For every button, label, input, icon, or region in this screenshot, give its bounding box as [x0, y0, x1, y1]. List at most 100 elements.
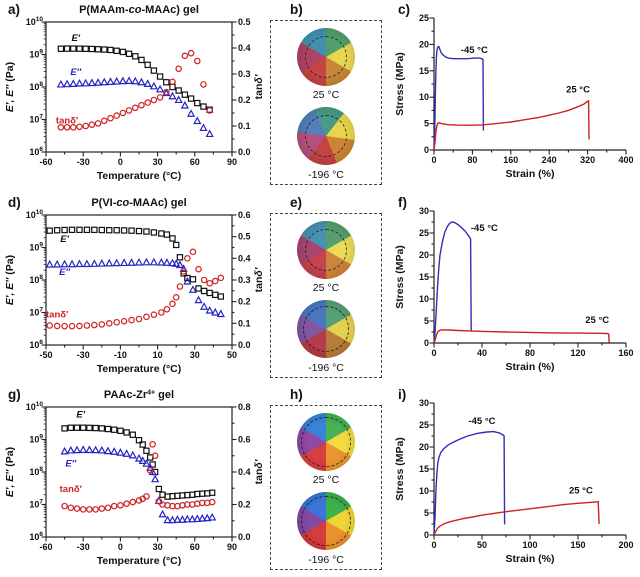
- svg-text:E′: E′: [60, 234, 69, 245]
- axis-titles: Temperature (°C) E′, E″ (Pa) tanδ′ P(MAAm-c…: [4, 4, 265, 182]
- svg-text:30: 30: [190, 350, 200, 360]
- svg-text:25: 25: [419, 228, 429, 238]
- svg-text:25 °C: 25 °C: [569, 486, 593, 497]
- color-wheel-photo-25c: [297, 28, 355, 86]
- svg-text:120: 120: [570, 348, 585, 358]
- svg-text:Stress (MPa): Stress (MPa): [394, 52, 406, 116]
- svg-text:90: 90: [227, 157, 237, 167]
- series-E″: [45, 257, 225, 318]
- svg-text:E′, E″ (Pa): E′, E″ (Pa): [4, 62, 16, 112]
- photo-box-h: [270, 405, 382, 570]
- svg-text:-45 °C: -45 °C: [468, 416, 495, 427]
- panel-h: h) 25 °C -196 °C: [262, 385, 390, 577]
- svg-text:0: 0: [424, 338, 429, 348]
- photo-temp-label: 25 °C: [312, 282, 340, 294]
- tick-labels: 0 80 160 240 320 400 0 5 10 15 20 25: [419, 13, 634, 165]
- axis-titles: Strain (%) Stress (MPa): [394, 52, 555, 180]
- svg-text:-30: -30: [77, 350, 90, 360]
- svg-text:10: 10: [419, 294, 429, 304]
- svg-text:5: 5: [424, 508, 429, 518]
- panel-letter-g: g): [8, 387, 21, 402]
- svg-text:0: 0: [431, 540, 436, 550]
- panel-g: g) -60 -30 0 30 60 90 106 107 108 109 1010 0.0 0.2 0.…: [0, 385, 268, 577]
- panel-letter-d: d): [8, 195, 21, 210]
- svg-text:-30: -30: [77, 542, 90, 552]
- svg-text:0.8: 0.8: [238, 402, 251, 412]
- series-tanδ′: [61, 441, 216, 513]
- stress-strain-chart-i: 0 50 100 150 200 0 5 10 15 20 25 30 Strain (%) Stress…: [394, 398, 634, 565]
- svg-text:E′, E″ (Pa): E′, E″ (Pa): [4, 447, 16, 497]
- svg-text:-60: -60: [39, 542, 52, 552]
- series-E′: [61, 424, 216, 500]
- svg-text:15: 15: [419, 464, 429, 474]
- svg-text:200: 200: [618, 540, 633, 550]
- axes: [429, 17, 627, 155]
- dma-chart-g: -60 -30 0 30 60 90 106 107 108 109 1010 0.0 0.2 0.4 0.…: [4, 389, 265, 567]
- tick-labels: 0 40 80 120 160 0 5 10 15 20 25 30: [419, 206, 634, 358]
- panel-letter-h: h): [290, 387, 303, 402]
- svg-text:0.4: 0.4: [238, 253, 251, 263]
- svg-text:E″: E″: [70, 67, 81, 78]
- svg-text:0: 0: [118, 542, 123, 552]
- svg-text:-50: -50: [39, 350, 52, 360]
- photo-box-e: [270, 213, 382, 378]
- panel-a: a) -60 -30 0 30 60 90 106 107 108 109 1010 0.0 0.1 0.…: [0, 0, 268, 192]
- svg-text:E′: E′: [76, 409, 85, 420]
- panel-f: f) 0 40 80 120 160 0 5 10 15 20 25 30 Strain (%) Stre…: [390, 193, 640, 385]
- svg-text:100: 100: [522, 540, 537, 550]
- photo-temp-label: 25 °C: [312, 89, 340, 101]
- axis-titles: Temperature (°C) E′, E″ (Pa) tanδ′ P(VI-co-…: [4, 197, 265, 375]
- svg-text:30: 30: [153, 542, 163, 552]
- svg-text:80: 80: [467, 155, 477, 165]
- svg-text:240: 240: [542, 155, 557, 165]
- photo-temp-label: -196 °C: [308, 169, 344, 181]
- svg-text:1010: 1010: [26, 16, 44, 27]
- svg-text:60: 60: [190, 157, 200, 167]
- color-wheel-photo-25c: [297, 413, 355, 471]
- svg-text:90: 90: [227, 542, 237, 552]
- svg-text:tanδ′: tanδ′: [60, 484, 83, 495]
- svg-text:tanδ′: tanδ′: [253, 74, 265, 99]
- svg-text:106: 106: [29, 339, 43, 350]
- svg-text:0.0: 0.0: [238, 532, 251, 542]
- svg-text:P(VI-co-MAAc) gel: P(VI-co-MAAc) gel: [91, 197, 186, 209]
- svg-text:108: 108: [29, 274, 43, 285]
- panel-d: d) -50 -30 -10 10 30 50 106 107 108 109 1010 0.0 0.1…: [0, 193, 268, 385]
- svg-text:30: 30: [419, 206, 429, 216]
- svg-text:30: 30: [419, 398, 429, 408]
- tick-labels: 0 50 100 150 200 0 5 10 15 20 25 30: [419, 398, 634, 550]
- series-E″: [56, 76, 214, 138]
- series-tanδ′: [57, 49, 213, 131]
- svg-text:10: 10: [419, 92, 429, 102]
- series--45°C: [433, 430, 506, 536]
- svg-text:10: 10: [153, 350, 163, 360]
- svg-text:0.0: 0.0: [238, 147, 251, 157]
- svg-text:1010: 1010: [26, 209, 44, 220]
- svg-text:tanδ′: tanδ′: [46, 310, 69, 321]
- svg-text:0.3: 0.3: [238, 275, 251, 285]
- svg-text:Temperature (°C): Temperature (°C): [97, 170, 182, 182]
- svg-text:25: 25: [419, 420, 429, 430]
- photo-temp-label: -196 °C: [308, 554, 344, 566]
- svg-text:107: 107: [29, 307, 43, 318]
- svg-text:160: 160: [503, 155, 518, 165]
- dma-chart-a: -60 -30 0 30 60 90 106 107 108 109 1010 0.0 0.1 0.2 0.…: [4, 4, 265, 182]
- svg-text:106: 106: [29, 531, 43, 542]
- svg-text:15: 15: [419, 66, 429, 76]
- svg-text:Stress (MPa): Stress (MPa): [394, 437, 406, 501]
- series-E″: [60, 445, 217, 524]
- svg-text:P(MAAm-co-MAAc) gel: P(MAAm-co-MAAc) gel: [79, 4, 199, 16]
- series-E′: [46, 226, 225, 300]
- svg-text:109: 109: [29, 242, 43, 253]
- svg-text:60: 60: [190, 542, 200, 552]
- svg-text:Temperature (°C): Temperature (°C): [97, 555, 182, 567]
- svg-text:Strain (%): Strain (%): [505, 361, 554, 373]
- svg-text:5: 5: [424, 119, 429, 129]
- svg-text:25 °C: 25 °C: [566, 84, 590, 95]
- svg-text:0.2: 0.2: [238, 500, 251, 510]
- panel-e: e) 25 °C -196 °C: [262, 193, 390, 385]
- svg-text:25: 25: [419, 13, 429, 23]
- panel-letter-i: i): [398, 387, 407, 402]
- svg-text:0.5: 0.5: [238, 17, 251, 27]
- svg-text:-45 °C: -45 °C: [461, 45, 488, 56]
